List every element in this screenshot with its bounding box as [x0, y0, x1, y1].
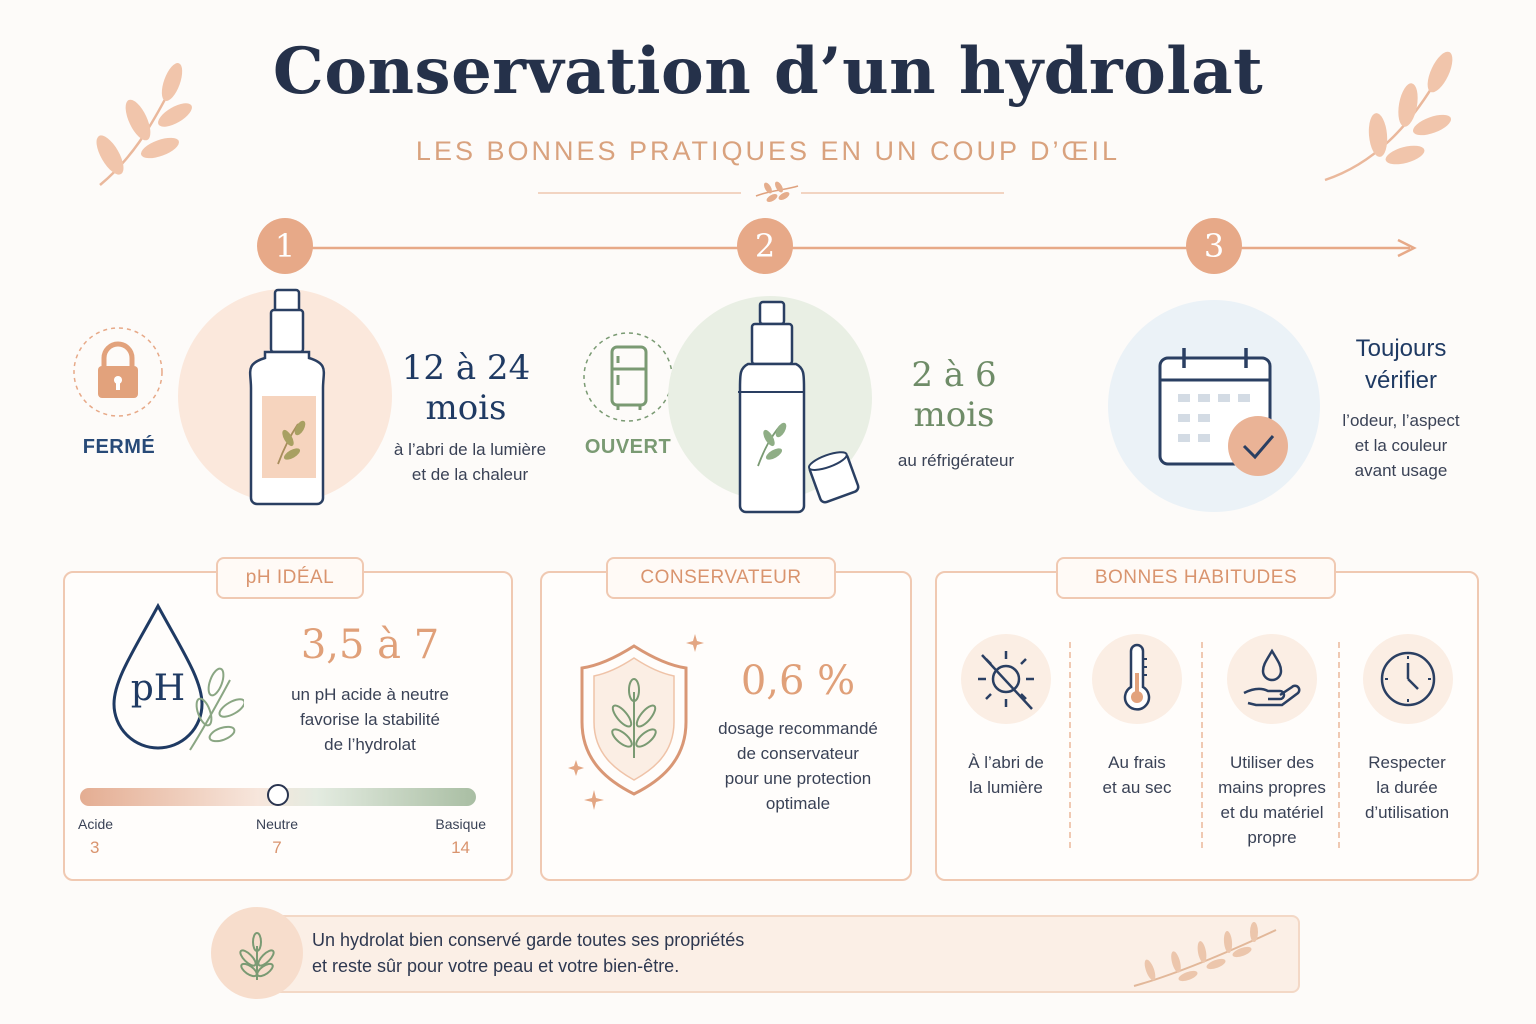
ph-desc-line-2: favorise la stabilité: [300, 710, 440, 729]
footer-branch-icon: [1133, 922, 1277, 987]
step-number-1: 1: [257, 218, 313, 274]
ph-scale-min-value: 3: [90, 838, 100, 857]
step-3-desc-line-2: et la couleur: [1354, 436, 1448, 455]
leaf-branch-left-icon: [96, 63, 192, 186]
ph-panel: [63, 571, 513, 881]
step-1-desc-line-2: et de la chaleur: [411, 465, 529, 484]
shield-leaf-icon: [568, 634, 704, 810]
habit-4-line-2: la durée: [1376, 778, 1438, 797]
ph-scale-max-label: Basique: [435, 816, 486, 832]
habits-divider-3: [1338, 642, 1340, 848]
footer-text-line-1: Un hydrolat bien conservé garde toutes s…: [312, 930, 745, 950]
open-bottle-icon: [668, 296, 872, 514]
habits-divider-1: [1069, 642, 1071, 848]
timeline-arrow: [280, 238, 1417, 258]
habit-3-line-4: propre: [1247, 828, 1297, 847]
page-subtitle: LES BONNES PRATIQUES EN UN COUP D’ŒIL: [415, 136, 1121, 166]
step-3-title-line-2: vérifier: [1364, 367, 1437, 394]
ph-drop-label: pH: [130, 668, 186, 709]
preservative-desc-line-4: optimale: [765, 794, 831, 813]
preservative-panel-tag: CONSERVATEUR: [606, 557, 836, 599]
no-sun-icon: [961, 634, 1051, 724]
preservative-desc-line-2: de conservateur: [737, 744, 859, 763]
footer-text-line-2: et reste sûr pour votre peau et votre bi…: [312, 956, 680, 976]
habits-divider-2: [1201, 642, 1203, 848]
ph-value: 3,5 à 7: [300, 622, 440, 668]
habit-2-line-1: Au frais: [1108, 753, 1166, 772]
footer-banner: [256, 915, 1300, 993]
step-2-duration-value: 2 à 6: [911, 355, 997, 395]
page-title: Conservation d’un hydrolat: [272, 34, 1264, 109]
ph-scale-min-label: Acide: [78, 816, 114, 832]
habit-1-line-1: À l’abri de: [968, 753, 1044, 772]
thermometer-icon: [1092, 634, 1182, 724]
habit-1-line-2: la lumière: [969, 778, 1043, 797]
step-2-state-label: OUVERT: [584, 436, 672, 458]
step-1-state-label: FERMÉ: [82, 436, 156, 458]
clean-hands-icon: [1227, 634, 1317, 724]
ph-scale-mid-value: 7: [272, 838, 282, 857]
step-1-duration-value: 12 à 24: [401, 348, 531, 388]
habits-panel: [935, 571, 1479, 881]
step-number-3: 3: [1186, 218, 1242, 274]
closed-bottle-icon: [178, 288, 392, 506]
preservative-desc-line-1: dosage recommandé: [718, 719, 878, 738]
ph-panel-tag: pH IDÉAL: [216, 557, 364, 599]
step-2-duration-unit: mois: [913, 395, 995, 435]
habits-panel-tag: BONNES HABITUDES: [1056, 557, 1336, 599]
habit-4-line-3: d’utilisation: [1364, 803, 1450, 822]
leaf-branch-right-icon: [1324, 51, 1453, 182]
ph-desc-line-1: un pH acide à neutre: [291, 685, 449, 704]
step-1-desc-line-1: à l’abri de la lumière: [393, 440, 547, 459]
step-3-title-line-1: Toujours: [1355, 335, 1447, 362]
lock-icon: [73, 327, 163, 417]
footer-leaf-icon: [211, 907, 303, 999]
preservative-value: 0,6 %: [740, 658, 856, 704]
habit-2-line-2: et au sec: [1102, 778, 1172, 797]
ph-drop-icon: [112, 602, 244, 751]
ph-desc-line-3: de l’hydrolat: [324, 735, 416, 754]
calendar-check-icon: [1108, 300, 1320, 512]
step-number-2: 2: [737, 218, 793, 274]
step-3-desc-line-1: l’odeur, l’aspect: [1342, 411, 1460, 430]
habit-3-line-2: mains propres: [1218, 778, 1326, 797]
ph-scale-mid-label: Neutre: [255, 816, 299, 832]
clock-icon: [1363, 634, 1453, 724]
title-divider: [538, 181, 1004, 202]
step-3-desc-line-3: avant usage: [1354, 461, 1448, 480]
ph-scale-marker[interactable]: [267, 784, 289, 806]
step-2-desc-line-1: au réfrigérateur: [897, 451, 1015, 470]
habit-4-line-1: Respecter: [1368, 753, 1446, 772]
habit-3-line-1: Utiliser des: [1229, 753, 1315, 772]
ph-scale-max-value: 14: [451, 838, 470, 857]
fridge-icon: [583, 332, 673, 422]
step-1-duration-unit: mois: [425, 388, 507, 428]
habit-3-line-3: et du matériel: [1220, 803, 1324, 822]
preservative-desc-line-3: pour une protection: [724, 769, 872, 788]
